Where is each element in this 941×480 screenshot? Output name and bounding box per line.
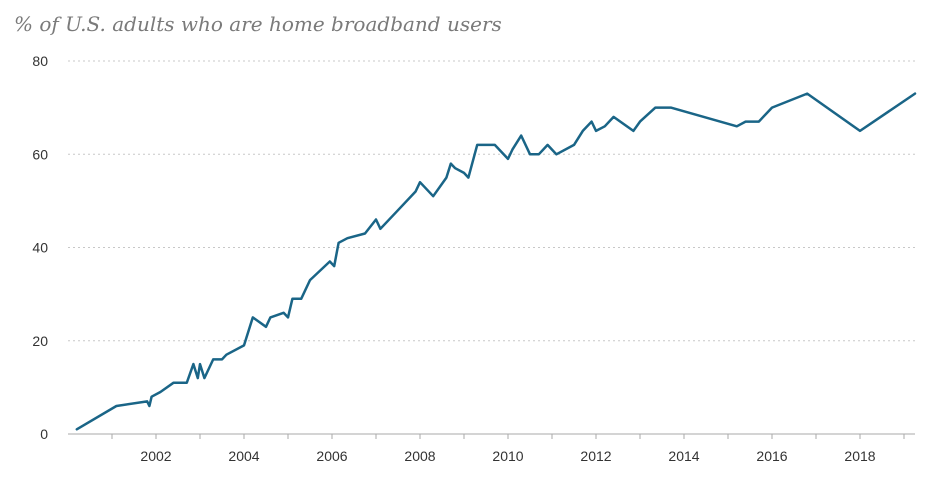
series-layer	[75, 92, 917, 431]
chart-title: % of U.S. adults who are home broadband …	[14, 12, 502, 36]
y-tick-label-60: 60	[32, 146, 48, 162]
y-tick-label-20: 20	[32, 333, 48, 349]
x-tick-label-2012: 2012	[580, 448, 611, 464]
x-tick-label-2018: 2018	[844, 448, 875, 464]
y-tick-label-0: 0	[40, 426, 48, 442]
x-tick-label-2010: 2010	[492, 448, 523, 464]
x-tick-label-2008: 2008	[404, 448, 435, 464]
series-line-0	[75, 92, 917, 431]
y-axis: 0 20 40 60 80	[32, 53, 48, 442]
x-tick-label-2006: 2006	[316, 448, 347, 464]
x-tick-label-2016: 2016	[756, 448, 787, 464]
y-tick-label-80: 80	[32, 53, 48, 69]
x-tick-label-2002: 2002	[140, 448, 171, 464]
x-tick-label-2014: 2014	[668, 448, 699, 464]
gridlines	[68, 60, 915, 342]
x-tick-label-2004: 2004	[228, 448, 259, 464]
x-axis: 2002 2004 2006 2008 2010 2012 2014 2016 2018	[68, 433, 915, 464]
y-tick-label-40: 40	[32, 240, 48, 256]
